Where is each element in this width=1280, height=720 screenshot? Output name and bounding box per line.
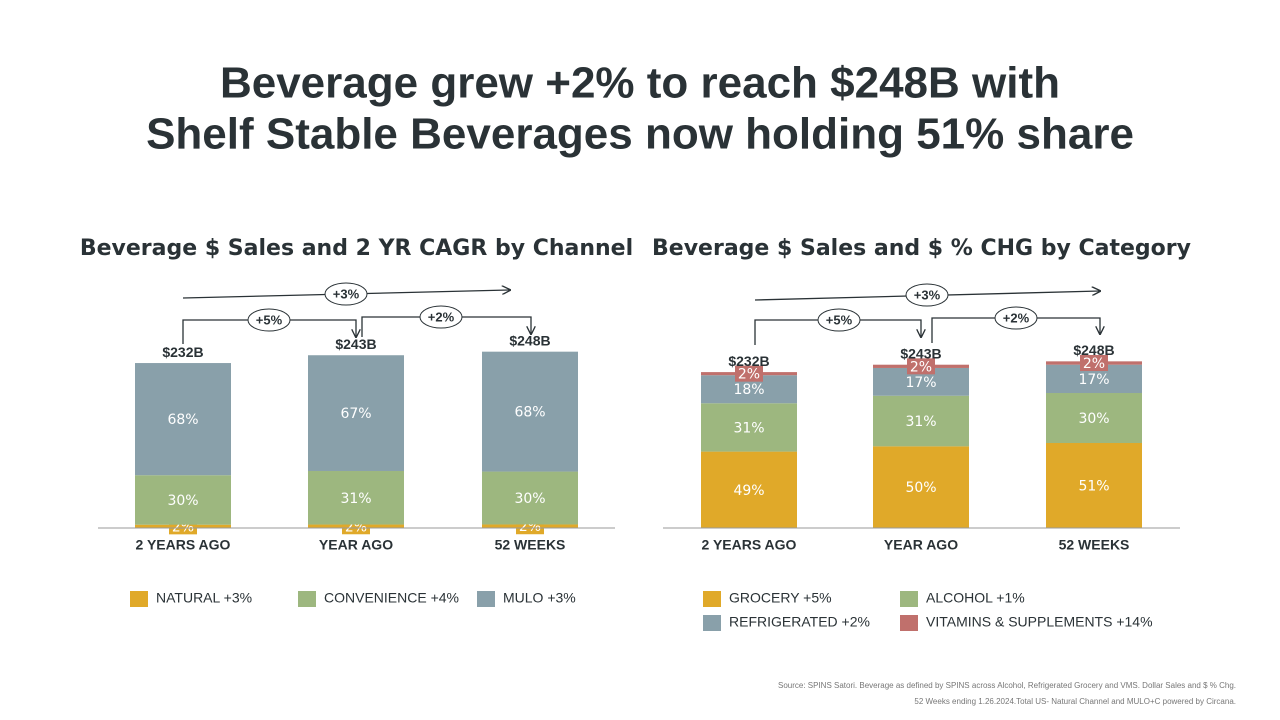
data-label: 2% — [1083, 356, 1105, 372]
annotation: +5% — [826, 312, 853, 327]
slide-title: Beverage grew +2% to reach $248B with — [220, 59, 1060, 108]
total-label: $243B — [335, 336, 376, 352]
footnote: 52 Weeks ending 1.26.2024.Total US- Natu… — [914, 697, 1236, 706]
label-box — [1080, 355, 1108, 372]
legend-swatch — [703, 591, 721, 607]
annotation-bubble — [905, 283, 949, 307]
data-label: 17% — [1078, 372, 1109, 388]
bar-segment — [701, 451, 797, 528]
x-tick-label: 52 WEEKS — [495, 537, 566, 553]
legend-label: GROCERY +5% — [729, 590, 832, 606]
legend-label: MULO +3% — [503, 590, 576, 606]
annotation: +2% — [1003, 310, 1030, 325]
bar-segment — [135, 363, 231, 476]
legend-label: REFRIGERATED +2% — [729, 614, 870, 630]
chart-title: Beverage $ Sales and $ % CHG by Category — [652, 236, 1191, 261]
annotation: +2% — [428, 309, 455, 324]
x-tick-label: 52 WEEKS — [1059, 537, 1130, 553]
chart-title: Beverage $ Sales and 2 YR CAGR by Channe… — [80, 236, 633, 261]
annotation-bubble — [247, 308, 291, 332]
data-label: 18% — [733, 382, 764, 398]
bar-segment — [482, 471, 578, 525]
data-label: 50% — [905, 480, 936, 496]
total-label: $248B — [1073, 342, 1114, 358]
legend-label: NATURAL +3% — [156, 590, 252, 606]
data-label: 31% — [905, 414, 936, 430]
total-label: $232B — [162, 344, 203, 360]
x-tick-label: YEAR AGO — [319, 537, 393, 553]
label-box — [735, 365, 763, 382]
legend-swatch — [477, 591, 495, 607]
total-label: $243B — [900, 345, 941, 361]
slide-title: Shelf Stable Beverages now holding 51% s… — [146, 110, 1134, 159]
annotation: +3% — [333, 286, 360, 301]
data-label: 67% — [340, 406, 371, 422]
legend-swatch — [298, 591, 316, 607]
bar-segment — [135, 475, 231, 525]
data-label: 31% — [733, 420, 764, 436]
legend-label: ALCOHOL +1% — [926, 590, 1025, 606]
annotation-bubble — [324, 282, 368, 306]
annotation-bubble — [817, 308, 861, 332]
bar-segment — [873, 446, 969, 528]
footnote: Source: SPINS Satori. Beverage as define… — [778, 681, 1236, 690]
annotation-bubble — [419, 305, 463, 329]
data-label: 49% — [733, 483, 764, 499]
data-label: 2% — [738, 367, 760, 383]
annotation: +3% — [914, 287, 941, 302]
total-label: $248B — [509, 332, 550, 348]
legend-label: CONVENIENCE +4% — [324, 590, 459, 606]
bar-segment — [308, 470, 404, 525]
bar-segment — [1046, 393, 1142, 444]
bar-segment — [873, 395, 969, 447]
annotation: +5% — [256, 312, 283, 327]
legend-swatch — [900, 615, 918, 631]
annotation-bubble — [994, 306, 1038, 330]
x-tick-label: YEAR AGO — [884, 537, 958, 553]
label-box — [907, 358, 935, 375]
x-tick-label: 2 YEARS AGO — [702, 537, 797, 553]
data-label: 31% — [340, 491, 371, 507]
bar-segment — [482, 351, 578, 472]
bar-segment — [308, 355, 404, 471]
total-label: $232B — [728, 353, 769, 369]
bar-segment — [701, 403, 797, 452]
data-label: 68% — [167, 412, 198, 428]
bar-segment — [1046, 443, 1142, 528]
data-label: 30% — [167, 493, 198, 509]
x-tick-label: 2 YEARS AGO — [136, 537, 231, 553]
data-label: 51% — [1078, 479, 1109, 495]
data-label: 30% — [514, 491, 545, 507]
data-label: 17% — [905, 375, 936, 391]
data-label: 2% — [910, 359, 932, 375]
data-label: 68% — [514, 405, 545, 421]
legend-label: VITAMINS & SUPPLEMENTS +14% — [926, 614, 1153, 630]
legend-swatch — [703, 615, 721, 631]
legend-swatch — [900, 591, 918, 607]
data-label: 30% — [1078, 411, 1109, 427]
legend-swatch — [130, 591, 148, 607]
